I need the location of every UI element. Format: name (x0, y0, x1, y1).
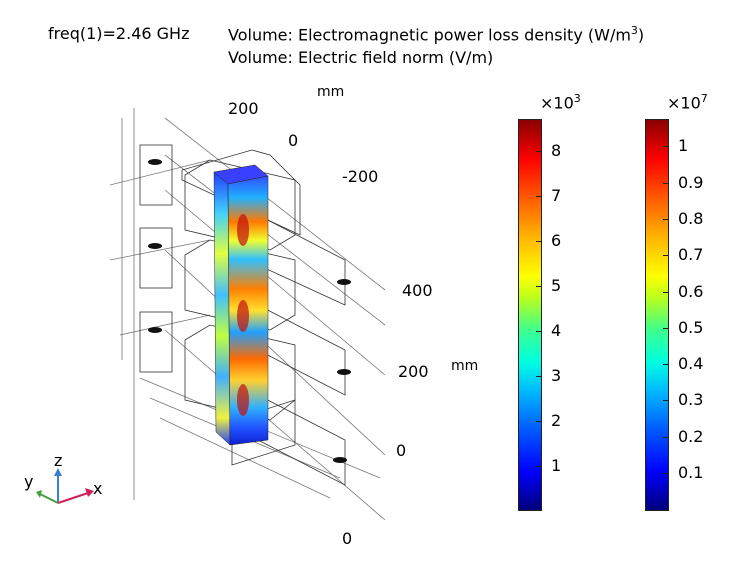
triad-label-z: z (54, 451, 63, 470)
colorbar2-tick-label: 0.5 (678, 317, 704, 337)
triad-label-x: x (93, 479, 103, 498)
colorbar1-tick-label: 2 (551, 411, 562, 430)
colorbar2-tick-mark (663, 327, 668, 329)
triad-label-y: y (24, 472, 34, 491)
colorbar-power-loss (518, 119, 542, 511)
colorbar1-tick-label: 8 (551, 141, 562, 160)
colorbar1-tick-mark (536, 331, 541, 332)
colorbar2-tick-label: 0.4 (678, 354, 704, 374)
axis-tick-bottom: 0 (342, 529, 353, 548)
axis-tick-back-2: 0 (288, 131, 299, 150)
axis-tick-right-3: 0 (396, 441, 407, 460)
colorbar2-tick-mark (663, 400, 668, 402)
axis-unit-right: mm (451, 358, 479, 374)
colorbar2-tick-label: 0.8 (678, 208, 704, 228)
colorbar1-tick-label: 5 (551, 276, 562, 295)
colorbar2-tick-mark (663, 364, 668, 366)
colorbar2-tick-label: 0.7 (678, 245, 704, 265)
colorbar1-tick-label: 3 (551, 366, 562, 385)
colorbar1-tick-mark (536, 151, 541, 152)
colorbar2-tick-mark (663, 436, 668, 438)
colorbar1-tick-mark (536, 421, 541, 422)
colorbar1-multiplier: ×103 (540, 92, 581, 113)
plot-title-line1: Volume: Electromagnetic power loss densi… (228, 24, 645, 45)
frequency-label: freq(1)=2.46 GHz (48, 24, 190, 43)
axis-tick-right-2: 200 (398, 362, 429, 381)
axis-tick-back-1: 200 (228, 99, 259, 118)
colorbar2-tick-mark (663, 291, 668, 293)
colorbar1-tick-label: 7 (551, 186, 562, 205)
axis-tick-back-3: -200 (342, 167, 379, 186)
colorbar2-tick-label: 0.1 (678, 463, 704, 482)
port-connectors (148, 159, 351, 463)
colorbar1-tick-mark (536, 376, 541, 377)
axis-triad (36, 468, 94, 504)
colorbar2-tick-label: 0.9 (678, 172, 704, 192)
colorbar-electric-field (645, 119, 669, 511)
colorbar2-tick-mark (663, 146, 668, 148)
colorbar1-tick-mark (536, 466, 541, 467)
axis-unit-top: mm (317, 84, 345, 100)
plot-title-line2: Volume: Electric field norm (V/m) (228, 48, 494, 67)
field-column (213, 164, 269, 446)
colorbar2-tick-mark (663, 255, 668, 257)
colorbar1-tick-mark (536, 241, 541, 242)
colorbar2-tick-mark (663, 218, 668, 220)
colorbar2-tick-mark (663, 182, 668, 184)
colorbar1-tick-label: 6 (551, 231, 562, 250)
colorbar2-tick-label: 0.3 (678, 390, 704, 410)
colorbar2-tick-mark (663, 473, 668, 474)
colorbar2-tick-label: 1 (678, 136, 689, 156)
colorbar2-tick-label: 0.2 (678, 426, 704, 446)
colorbar1-tick-label: 4 (551, 321, 562, 340)
colorbar2-multiplier: ×107 (667, 92, 708, 113)
colorbar1-tick-label: 1 (551, 456, 562, 475)
colorbar1-tick-mark (536, 286, 541, 287)
colorbar2-tick-label: 0.6 (678, 281, 704, 301)
colorbar1-tick-mark (536, 196, 541, 197)
axis-tick-right-1: 400 (402, 281, 433, 300)
